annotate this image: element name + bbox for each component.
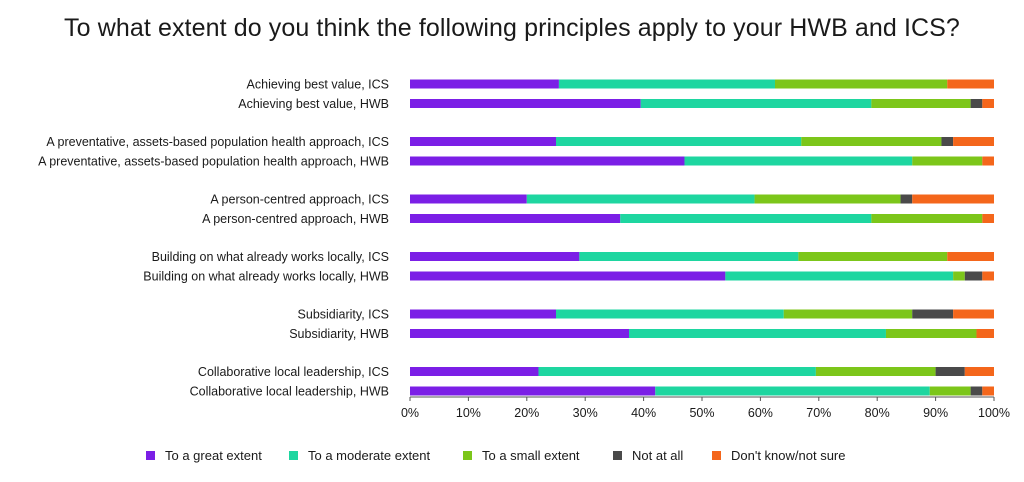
bar-segment-3 xyxy=(970,99,983,108)
legend-label: Don't know/not sure xyxy=(731,448,846,463)
bar-segment-2 xyxy=(754,194,901,204)
x-tick-label: 20% xyxy=(514,406,539,420)
chart-title: To what extent do you think the followin… xyxy=(64,14,960,42)
x-tick-label: 80% xyxy=(865,406,890,420)
category-label: Building on what already works locally, … xyxy=(152,250,389,264)
bar-segment-4 xyxy=(976,329,994,338)
bar-segment-1 xyxy=(640,99,872,108)
bar-segment-4 xyxy=(982,156,994,166)
bar-segment-3 xyxy=(912,309,954,319)
x-tick-label: 60% xyxy=(748,406,773,420)
legend-label: To a moderate extent xyxy=(308,448,431,463)
bar-segment-2 xyxy=(815,367,936,376)
bar-segment-1 xyxy=(655,386,930,396)
bar-segment-4 xyxy=(982,99,994,108)
bar-segment-4 xyxy=(982,214,994,223)
bar-segment-2 xyxy=(775,79,948,89)
legend-label: To a small extent xyxy=(482,448,580,463)
bar-segment-1 xyxy=(620,214,872,223)
category-label: Achieving best value, ICS xyxy=(247,78,389,92)
bar-segment-1 xyxy=(556,309,784,319)
bar-segment-0 xyxy=(410,99,641,108)
bar-segment-1 xyxy=(526,194,755,204)
category-label: A person-centred approach, HWB xyxy=(202,212,389,226)
category-label: Collaborative local leadership, ICS xyxy=(198,365,389,379)
bar-segment-4 xyxy=(982,271,994,281)
x-tick-label: 30% xyxy=(573,406,598,420)
bar-segment-2 xyxy=(871,214,983,223)
category-label: A preventative, assets-based population … xyxy=(38,155,389,169)
category-label: Subsidiarity, ICS xyxy=(298,308,389,322)
bar-segment-0 xyxy=(410,156,685,166)
bar-segment-1 xyxy=(579,252,799,261)
bar-segment-3 xyxy=(964,271,983,281)
x-tick-label: 0% xyxy=(401,406,419,420)
category-label: A person-centred approach, ICS xyxy=(210,193,389,207)
bar-segment-2 xyxy=(871,99,971,108)
bar-segment-4 xyxy=(947,252,994,261)
bar-segment-2 xyxy=(912,156,983,166)
category-label: Collaborative local leadership, HWB xyxy=(190,385,389,399)
bar-segment-1 xyxy=(629,329,886,338)
legend-label: Not at all xyxy=(632,448,683,463)
x-tick-label: 90% xyxy=(923,406,948,420)
bar-segment-2 xyxy=(783,309,913,319)
bar-segment-2 xyxy=(798,252,948,261)
bar-segment-0 xyxy=(410,386,656,396)
bar-segment-0 xyxy=(410,367,539,376)
bar-segment-4 xyxy=(964,367,994,376)
bar-segment-3 xyxy=(900,194,913,204)
legend-swatch-1 xyxy=(289,451,298,460)
bar-segment-3 xyxy=(970,386,983,396)
category-label: Subsidiarity, HWB xyxy=(289,327,389,341)
bar-segment-0 xyxy=(410,194,527,204)
bar-segment-0 xyxy=(410,252,580,261)
bar-segment-0 xyxy=(410,309,556,319)
x-tick-label: 10% xyxy=(456,406,481,420)
bar-segment-0 xyxy=(410,79,559,89)
bar-segment-4 xyxy=(953,137,994,146)
bar-segment-4 xyxy=(982,386,994,396)
legend-swatch-0 xyxy=(146,451,155,460)
bar-segment-2 xyxy=(953,271,965,281)
bar-segment-2 xyxy=(885,329,977,338)
bar-segment-0 xyxy=(410,214,621,223)
bar-segment-1 xyxy=(538,367,816,376)
bar-segment-4 xyxy=(912,194,994,204)
x-tick-label: 50% xyxy=(689,406,714,420)
bar-segment-3 xyxy=(941,137,954,146)
bar-segment-0 xyxy=(410,329,629,338)
x-tick-label: 100% xyxy=(978,406,1010,420)
bar-segment-2 xyxy=(929,386,971,396)
legend-swatch-2 xyxy=(463,451,472,460)
x-tick-label: 70% xyxy=(806,406,831,420)
bar-segment-1 xyxy=(556,137,802,146)
bar-segment-1 xyxy=(725,271,954,281)
bar-segment-0 xyxy=(410,271,726,281)
bar-segment-3 xyxy=(935,367,965,376)
legend-swatch-3 xyxy=(613,451,622,460)
category-label: A preventative, assets-based population … xyxy=(46,135,389,149)
category-label: Building on what already works locally, … xyxy=(143,270,389,284)
bar-segment-1 xyxy=(558,79,775,89)
category-label: Achieving best value, HWB xyxy=(238,97,389,111)
x-tick-label: 40% xyxy=(631,406,656,420)
bar-segment-2 xyxy=(801,137,942,146)
bar-segment-0 xyxy=(410,137,556,146)
bar-segment-4 xyxy=(947,79,994,89)
bar-segment-4 xyxy=(953,309,994,319)
legend-swatch-4 xyxy=(712,451,721,460)
bar-segment-1 xyxy=(684,156,913,166)
legend-label: To a great extent xyxy=(165,448,262,463)
